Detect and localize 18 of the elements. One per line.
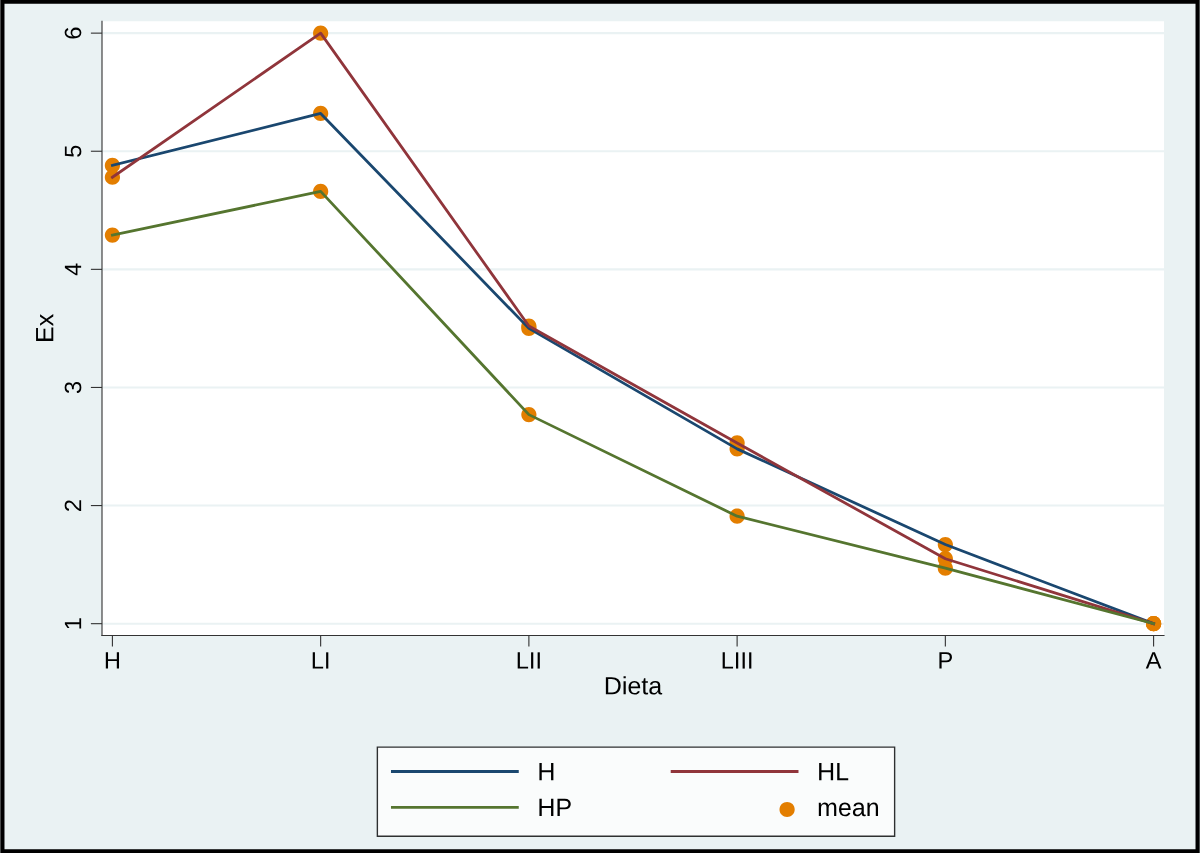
legend-label: HL [819, 763, 849, 781]
y-tick-label: 2 [64, 500, 82, 511]
x-axis-title: Dieta [605, 676, 663, 695]
x-tick-label: LII [517, 652, 540, 669]
y-axis-title: Ex [36, 314, 54, 341]
x-tick-label: LIII [722, 652, 752, 669]
legend-label: mean [818, 802, 879, 817]
y-tick-label: 1 [64, 618, 82, 629]
x-tick-label: H [105, 652, 120, 669]
y-tick-label: 4 [64, 263, 82, 276]
legend-label: HP [539, 798, 571, 817]
x-tick-label: A [1145, 652, 1162, 669]
x-tick-label: LI [312, 652, 329, 669]
x-tick-label: P [939, 652, 952, 669]
legend-label: H [539, 763, 554, 781]
y-tick-label: 6 [64, 27, 82, 39]
y-tick-label: 5 [64, 145, 82, 157]
y-tick-label: 3 [64, 381, 82, 394]
